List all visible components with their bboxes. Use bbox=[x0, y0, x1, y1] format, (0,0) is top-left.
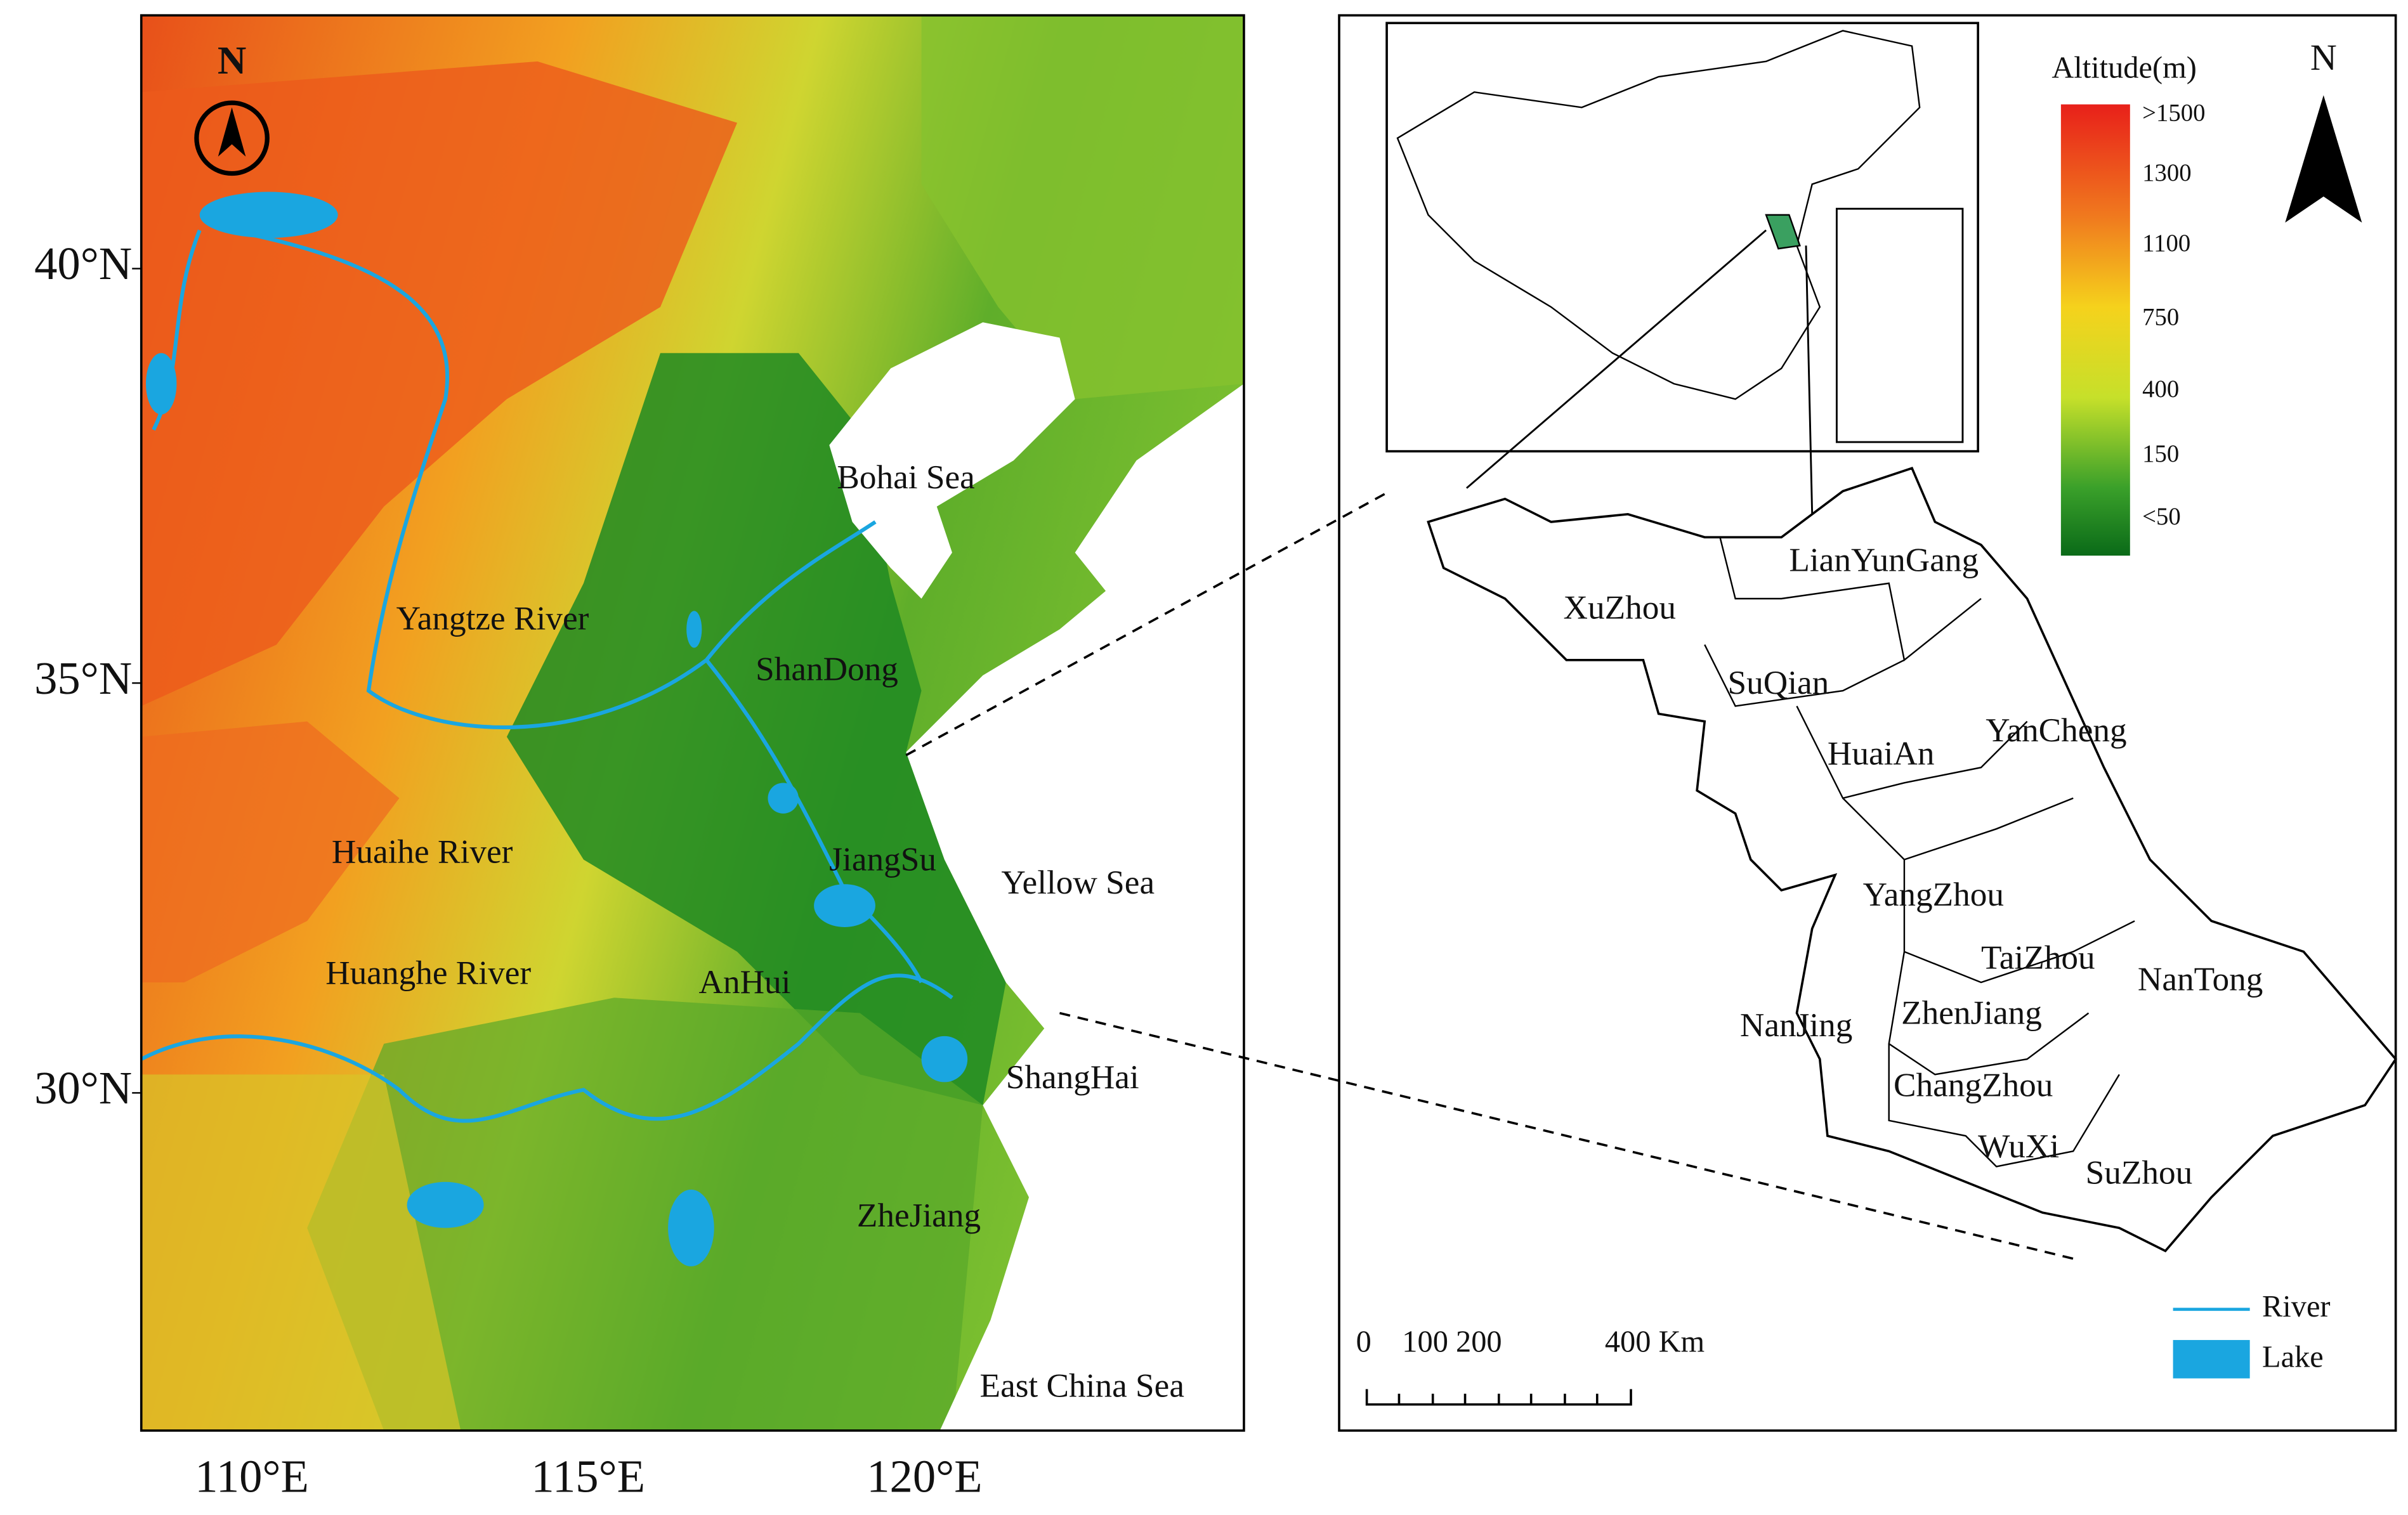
city-label: SuQian bbox=[1728, 664, 1829, 701]
lon-label: 110°E bbox=[195, 1450, 309, 1502]
north-label: N bbox=[218, 38, 246, 82]
city-label: SuZhou bbox=[2086, 1154, 2193, 1191]
place-label: Huanghe River bbox=[325, 954, 531, 992]
city-label: WuXi bbox=[1978, 1128, 2059, 1165]
place-label: ShangHai bbox=[1006, 1058, 1139, 1096]
legend-entry: River bbox=[2262, 1290, 2331, 1323]
city-label: YanCheng bbox=[1986, 712, 2126, 749]
city-label: TaiZhou bbox=[1981, 939, 2095, 976]
north-arrow-right bbox=[2285, 95, 2362, 223]
scale-label: 400 Km bbox=[1605, 1325, 1705, 1358]
city-label: HuaiAn bbox=[1828, 735, 1935, 772]
scale-bar bbox=[1365, 1389, 1632, 1406]
legend-label: 750 bbox=[2142, 303, 2179, 330]
place-label: AnHui bbox=[699, 963, 791, 1001]
city-label: YangZhou bbox=[1863, 876, 2004, 913]
legend-label: 400 bbox=[2142, 375, 2179, 403]
legend-label: 150 bbox=[2142, 440, 2179, 467]
city-label: LianYunGang bbox=[1789, 542, 1979, 579]
city-label: ZhenJiang bbox=[1901, 994, 2042, 1032]
scale-label: 0 bbox=[1356, 1325, 1371, 1358]
legend-label: 1100 bbox=[2142, 230, 2190, 257]
place-label: JiangSu bbox=[829, 841, 936, 878]
place-label: Huaihe River bbox=[332, 833, 513, 870]
city-label: ChangZhou bbox=[1894, 1066, 2053, 1103]
city-label: XuZhou bbox=[1563, 589, 1676, 627]
place-label: ZheJiang bbox=[857, 1197, 981, 1234]
legend-label: >1500 bbox=[2142, 99, 2205, 126]
north-compass bbox=[194, 100, 270, 176]
legend-title: Altitude(m) bbox=[2051, 51, 2197, 84]
legend-lake-swatch bbox=[2173, 1340, 2250, 1379]
north-label-right: N bbox=[2310, 37, 2337, 78]
zoom-lines bbox=[905, 490, 2074, 1260]
south-china-sea-frame bbox=[1835, 207, 1964, 443]
lon-label: 115°E bbox=[531, 1450, 645, 1502]
color-bar bbox=[2060, 104, 2130, 556]
legend-label: 1300 bbox=[2142, 159, 2191, 186]
place-label: Yangtze River bbox=[396, 600, 589, 637]
scale-label: 100 200 bbox=[1402, 1325, 1502, 1358]
lat-label: 40°N bbox=[34, 238, 132, 289]
china-outline bbox=[1396, 30, 1921, 400]
inset-leaders bbox=[1466, 229, 1814, 514]
place-label: Yellow Sea bbox=[1001, 864, 1155, 901]
jiangsu-highlight bbox=[1765, 214, 1801, 250]
place-label: Bohai Sea bbox=[837, 458, 974, 496]
north-arrow bbox=[218, 107, 246, 157]
city-boundaries bbox=[1704, 536, 2135, 1167]
legend-entry: Lake bbox=[2262, 1341, 2324, 1374]
city-label: NanJing bbox=[1740, 1006, 1853, 1044]
place-label: ShanDong bbox=[756, 650, 898, 687]
lat-label: 35°N bbox=[34, 653, 132, 704]
lat-label: 30°N bbox=[34, 1062, 132, 1114]
elevation bbox=[141, 15, 1244, 1431]
place-label: East China Sea bbox=[980, 1367, 1184, 1405]
right-frame bbox=[1338, 14, 2397, 1432]
left-frame bbox=[140, 14, 1245, 1432]
inset-frame bbox=[1385, 22, 1979, 453]
jiangsu-outline bbox=[1427, 466, 2397, 1252]
city-label: NanTong bbox=[2138, 960, 2263, 998]
lon-label: 120°E bbox=[867, 1450, 982, 1502]
legend-label: <50 bbox=[2142, 503, 2181, 530]
